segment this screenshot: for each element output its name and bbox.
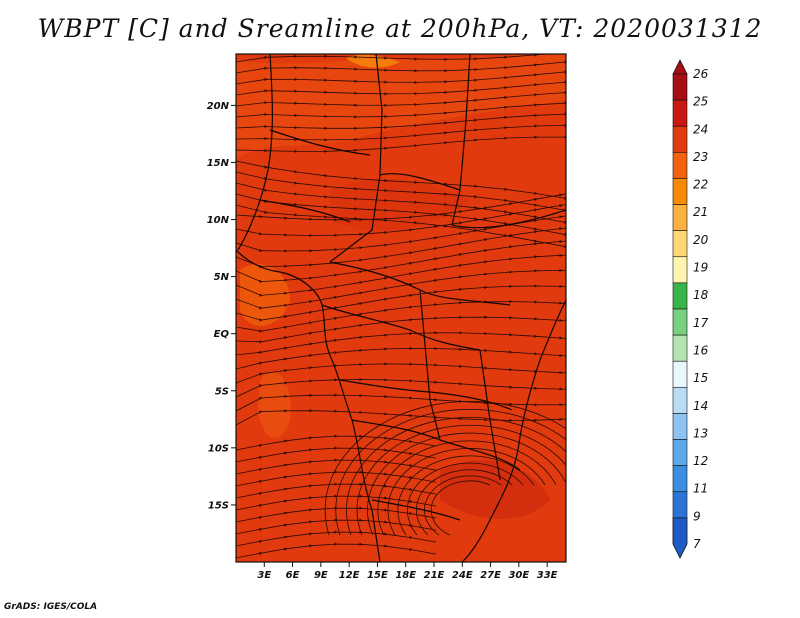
streamline [236, 458, 437, 475]
colorbar-bottom-arrow [672, 517, 688, 559]
streamline [236, 506, 437, 523]
colorbar-swatch [672, 230, 688, 258]
colorbar-label: 26 [693, 67, 709, 81]
lat-tick-label: 15S [208, 500, 229, 511]
lon-tick-label: 9E [314, 570, 328, 581]
colorbar-swatch [672, 360, 688, 388]
colorbar-swatch [672, 125, 688, 153]
colorbar-swatch [672, 334, 688, 362]
colorbar-swatch [672, 282, 688, 310]
lon-tick-label: 18E [395, 570, 416, 581]
wbpt-field [236, 54, 566, 562]
colorbar-swatch [672, 178, 688, 205]
lat-tick-label: 5N [214, 272, 230, 283]
lon-tick-label: 6E [286, 570, 300, 581]
streamline [236, 434, 437, 451]
lat-tick-label: 10N [207, 215, 230, 226]
lon-tick-label: 21E [424, 570, 445, 581]
colorbar-label: 25 [693, 95, 708, 109]
colorbar-swatch [672, 491, 688, 519]
streamline [236, 530, 437, 547]
streamline [236, 446, 437, 463]
colorbar-label: 15 [693, 371, 708, 385]
colorbar-swatch [672, 73, 688, 101]
colorbar-swatch [672, 387, 688, 414]
lon-tick-label: 12E [339, 570, 360, 581]
streamline [236, 494, 437, 511]
colorbar-label: 11 [693, 482, 708, 496]
lon-tick-label: 3E [257, 570, 271, 581]
streamline [236, 518, 437, 535]
colorbar-label: 13 [693, 426, 708, 440]
colorbar-top-arrow [672, 59, 688, 75]
colorbar: 26 25 24 23 22 21 20 19 18 17 16 15 14 13 12 11 9 7 [672, 59, 709, 559]
streamline [236, 393, 566, 412]
colorbar-label: 17 [693, 316, 709, 330]
map-frame [235, 53, 567, 563]
colorbar-label: 24 [693, 122, 708, 136]
colorbar-label: 19 [693, 261, 708, 275]
colorbar-label: 23 [693, 150, 708, 164]
lat-tick-label: 5S [215, 386, 229, 397]
colorbar-swatch [672, 413, 688, 440]
colorbar-label: 9 [693, 509, 701, 523]
colorbar-swatch [672, 465, 688, 493]
grads-credit: GrADS: IGES/COLA [4, 602, 98, 612]
lon-tick-label: 15E [367, 570, 388, 581]
longitude-ticks: 3E 6E 9E 12E 15E 18E 21E 24E 27E 30E 33E [257, 562, 558, 581]
colorbar-label: 16 [693, 344, 709, 358]
colorbar-swatch [672, 152, 688, 179]
lon-tick-label: 33E [537, 570, 558, 581]
streamline [236, 331, 566, 356]
lon-tick-label: 24E [452, 570, 473, 581]
lat-tick-label: 10S [208, 443, 229, 454]
lon-tick-label: 30E [508, 570, 529, 581]
streamline [236, 54, 566, 63]
streamlines [236, 54, 566, 559]
colorbar-swatch [672, 204, 688, 231]
colorbar-label: 12 [693, 454, 708, 468]
lat-tick-label: EQ [214, 329, 230, 340]
latitude-ticks: 20N 15N 10N 5N EQ 5S 10S 15S [207, 101, 236, 511]
colorbar-swatch [672, 439, 688, 466]
colorbar-label: 18 [693, 288, 709, 302]
streamline [236, 135, 566, 153]
colorbar-label: 14 [693, 399, 708, 413]
lon-tick-label: 27E [480, 570, 501, 581]
colorbar-swatch [672, 308, 688, 336]
streamline [236, 409, 566, 426]
streamline [415, 469, 513, 536]
colorbar-label: 21 [693, 205, 708, 219]
colorbar-label: 7 [693, 537, 701, 551]
lat-tick-label: 20N [207, 101, 230, 112]
streamline [236, 470, 437, 487]
field-patch-southeast [440, 460, 550, 519]
streamline [236, 542, 437, 559]
country-borders [236, 54, 566, 562]
map-title: WBPT [C] and Sreamline at 200hPa, VT: 20… [37, 14, 763, 43]
streamline [424, 475, 502, 536]
streamline [236, 377, 566, 398]
colorbar-label: 22 [693, 178, 708, 192]
streamline [236, 362, 566, 384]
colorbar-label: 20 [693, 233, 709, 247]
colorbar-swatch [672, 256, 688, 284]
colorbar-swatch [672, 99, 688, 127]
streamline [430, 480, 491, 536]
streamline [236, 346, 566, 370]
lat-tick-label: 15N [207, 158, 230, 169]
streamline [236, 482, 437, 499]
